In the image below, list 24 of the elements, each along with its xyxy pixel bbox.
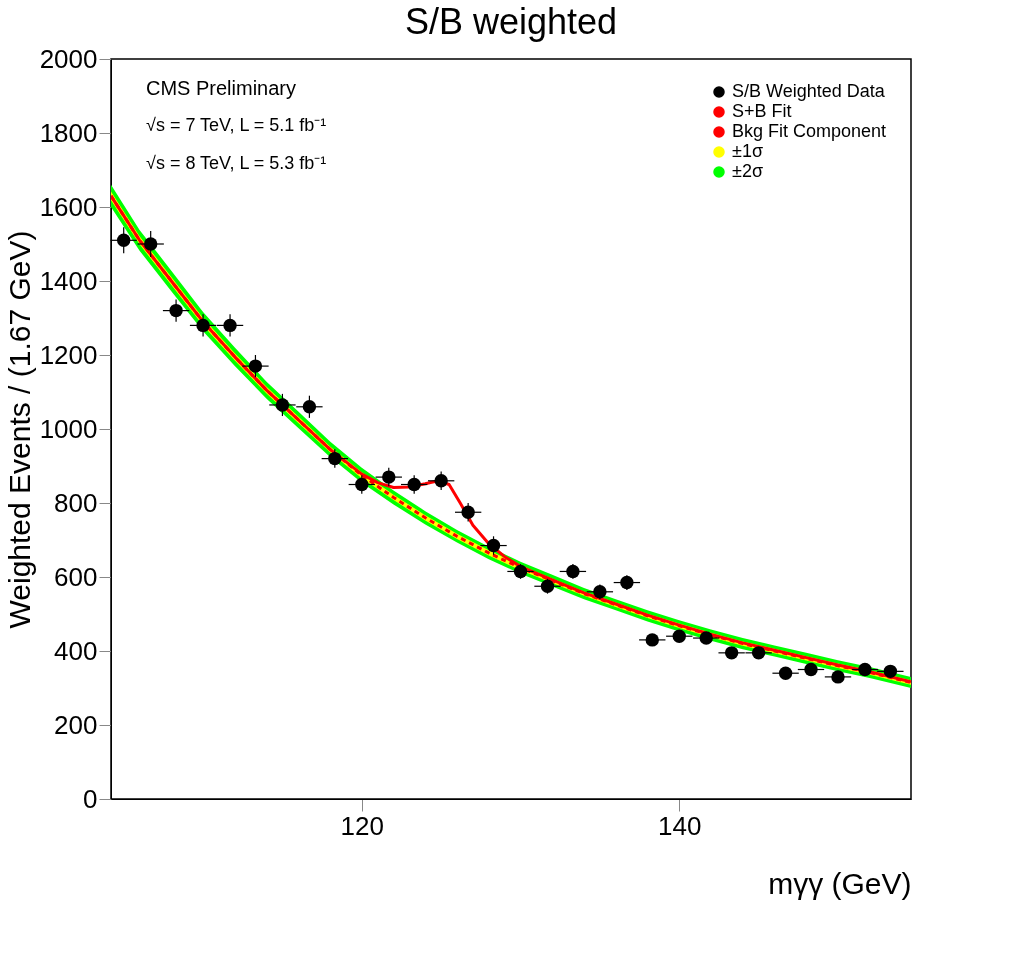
annotation: √s = 8 TeV, L = 5.3 fb⁻¹ — [146, 153, 327, 173]
annotation: CMS Preliminary — [146, 77, 297, 99]
y-tick-label: 1400 — [39, 265, 98, 296]
y-axis-title: Weighted Events / (1.67 GeV) — [2, 230, 36, 629]
y-tick-label: 800 — [54, 487, 98, 518]
y-tick-label: 1000 — [39, 413, 98, 444]
legend-label: ±2σ — [732, 161, 763, 181]
chart-title: S/B weighted — [404, 1, 618, 42]
y-tick-label: 400 — [54, 635, 98, 666]
x-axis-title: mγγ (GeV) — [768, 866, 912, 900]
y-tick-label: 200 — [54, 709, 98, 740]
legend-label: S+B Fit — [732, 101, 792, 121]
y-tick-label: 1600 — [39, 191, 98, 222]
y-tick-label: 0 — [83, 783, 98, 814]
legend-label: Bkg Fit Component — [732, 121, 887, 141]
x-tick-label: 140 — [658, 810, 702, 841]
legend-label: ±1σ — [732, 141, 763, 161]
y-tick-label: 2000 — [39, 43, 98, 74]
y-tick-label: 600 — [54, 561, 98, 592]
x-tick-label: 120 — [340, 810, 384, 841]
y-tick-label: 1800 — [39, 117, 98, 148]
annotation: √s = 7 TeV, L = 5.1 fb⁻¹ — [146, 115, 327, 135]
y-tick-label: 1200 — [39, 339, 98, 370]
legend-label: S/B Weighted Data — [732, 81, 886, 101]
